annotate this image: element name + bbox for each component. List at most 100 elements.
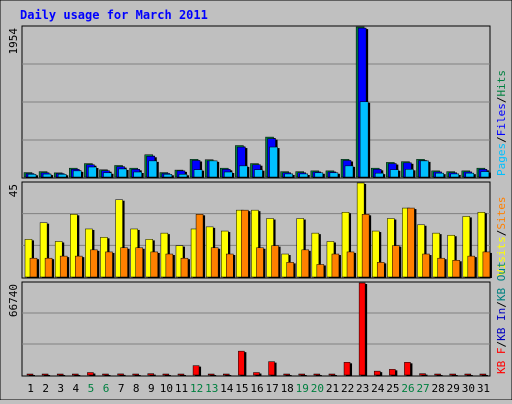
bar-sites-day-23 bbox=[361, 214, 370, 278]
legend-entry-bottom-1: / bbox=[495, 341, 508, 348]
bar-kb-f-day-26 bbox=[404, 362, 411, 376]
bar-sites-day-10 bbox=[165, 253, 174, 278]
bar-pages-day-31 bbox=[480, 171, 490, 178]
bar-pages-day-24 bbox=[374, 172, 384, 178]
bar-kb-f-day-19 bbox=[298, 373, 305, 376]
x-tick-label-day-27: 27 bbox=[416, 382, 429, 395]
bar-pages-day-27 bbox=[420, 160, 429, 178]
x-tick-label-day-16: 16 bbox=[250, 382, 263, 395]
x-tick-label-day-19: 19 bbox=[296, 382, 309, 395]
bar-kb-f-day-9 bbox=[147, 373, 155, 376]
bar-kb-f-day-18 bbox=[283, 373, 290, 376]
bar-kb-f-day-8 bbox=[132, 373, 139, 376]
bar-pages-day-8 bbox=[133, 171, 142, 178]
bar-shadow-bottom bbox=[44, 375, 51, 376]
bar-kb-f-day-7 bbox=[117, 373, 124, 376]
legend-entry-top-1: / bbox=[495, 136, 508, 143]
bar-pages-day-9 bbox=[148, 160, 158, 178]
x-tick-label-day-14: 14 bbox=[220, 382, 234, 395]
bar-sites-day-15 bbox=[241, 209, 249, 278]
bar-visits-day-27 bbox=[417, 224, 425, 278]
bar-kb-f-day-1 bbox=[26, 373, 34, 376]
bar-pages-day-3 bbox=[57, 174, 67, 178]
bar-shadow-bottom bbox=[179, 375, 186, 376]
legend-middle: Visits/Sites bbox=[495, 197, 508, 277]
bar-shadow-bottom bbox=[104, 375, 111, 376]
bar-sites-day-9 bbox=[150, 251, 159, 278]
bar-sites-day-7 bbox=[120, 247, 128, 278]
bar-sites-day-13 bbox=[210, 247, 219, 278]
x-tick-label-day-11: 11 bbox=[175, 382, 188, 395]
x-tick-label-day-30: 30 bbox=[462, 382, 475, 395]
bar-kb-f-day-15 bbox=[238, 350, 245, 376]
bar-kb-f-day-16 bbox=[253, 372, 260, 376]
x-tick-label-day-8: 8 bbox=[133, 382, 140, 395]
bar-shadow-bottom bbox=[119, 374, 126, 376]
bar-shadow-bottom bbox=[466, 375, 473, 376]
bar-kb-f-day-17 bbox=[268, 361, 275, 376]
x-tick-label-day-21: 21 bbox=[326, 382, 339, 395]
bar-kb-f-day-25 bbox=[389, 369, 396, 376]
bar-visits-day-24 bbox=[371, 230, 380, 278]
bar-kb-f-day-22 bbox=[343, 362, 351, 376]
bar-pages-day-5 bbox=[88, 166, 97, 178]
x-tick-label-day-7: 7 bbox=[118, 382, 125, 395]
x-tick-label-day-26: 26 bbox=[401, 382, 414, 395]
bar-kb-f-day-24 bbox=[373, 370, 381, 376]
bar-pages-day-11 bbox=[178, 174, 188, 178]
bar-shadow-bottom bbox=[59, 375, 66, 376]
bar-visits-day-4 bbox=[70, 214, 78, 278]
bar-sites-day-12 bbox=[195, 214, 204, 278]
bar-sites-day-30 bbox=[467, 255, 476, 278]
legend-entry-middle-2: Sites bbox=[495, 197, 508, 230]
x-tick-label-day-31: 31 bbox=[477, 382, 490, 395]
x-tick-label-day-5: 5 bbox=[88, 382, 95, 395]
bar-sites-day-18 bbox=[286, 262, 294, 278]
legend-entry-top-0: Pages bbox=[495, 143, 508, 176]
bar-pages-day-16 bbox=[254, 169, 263, 178]
bar-pages-day-18 bbox=[284, 173, 293, 178]
bar-pages-day-28 bbox=[435, 172, 444, 178]
bar-shadow-bottom bbox=[134, 375, 141, 376]
x-tick-label-day-23: 23 bbox=[356, 382, 369, 395]
bar-sites-day-27 bbox=[422, 253, 430, 278]
bar-shadow-bottom bbox=[210, 375, 217, 376]
legend-entry-bottom-2: KB In bbox=[495, 308, 508, 341]
bar-pages-day-7 bbox=[118, 168, 127, 178]
bar-pages-day-14 bbox=[224, 171, 233, 178]
bar-sites-day-21 bbox=[331, 253, 340, 278]
legend-bottom: KB F/KB In/KB Out bbox=[495, 261, 508, 374]
bar-visits-day-30 bbox=[462, 216, 471, 278]
bar-sites-day-17 bbox=[271, 245, 279, 278]
bar-pages-day-21 bbox=[329, 172, 339, 178]
bar-visits-day-31 bbox=[477, 211, 486, 278]
bar-kb-f-day-4 bbox=[72, 373, 79, 376]
bar-pages-day-2 bbox=[42, 173, 52, 178]
bar-sites-day-25 bbox=[392, 245, 400, 278]
bar-visits-day-20 bbox=[311, 232, 320, 278]
bar-visits-day-19 bbox=[296, 218, 304, 278]
bar-shadow-bottom bbox=[481, 375, 488, 376]
bar-kb-f-day-23 bbox=[358, 282, 366, 376]
bar-kb-f-day-31 bbox=[479, 373, 487, 376]
x-tick-label-day-18: 18 bbox=[281, 382, 294, 395]
bar-sites-day-14 bbox=[226, 253, 234, 278]
bar-sites-day-4 bbox=[75, 255, 83, 278]
bar-sites-day-31 bbox=[482, 251, 491, 278]
bar-pages-day-10 bbox=[163, 174, 173, 178]
bar-pages-day-13 bbox=[208, 160, 218, 178]
bar-shadow-bottom bbox=[29, 375, 35, 376]
x-tick-label-day-3: 3 bbox=[57, 382, 64, 395]
bar-shadow-bottom bbox=[451, 375, 458, 376]
bar-visits-day-29 bbox=[447, 234, 455, 278]
bar-shadow-bottom bbox=[74, 375, 81, 376]
bar-visits-day-22 bbox=[341, 211, 350, 278]
x-tick-label-day-10: 10 bbox=[160, 382, 173, 395]
x-tick-label-day-6: 6 bbox=[103, 382, 110, 395]
bar-sites-day-16 bbox=[256, 247, 264, 278]
bar-kb-f-day-14 bbox=[223, 373, 230, 376]
x-tick-label-day-15: 15 bbox=[235, 382, 248, 395]
bar-kb-f-day-11 bbox=[177, 373, 185, 376]
